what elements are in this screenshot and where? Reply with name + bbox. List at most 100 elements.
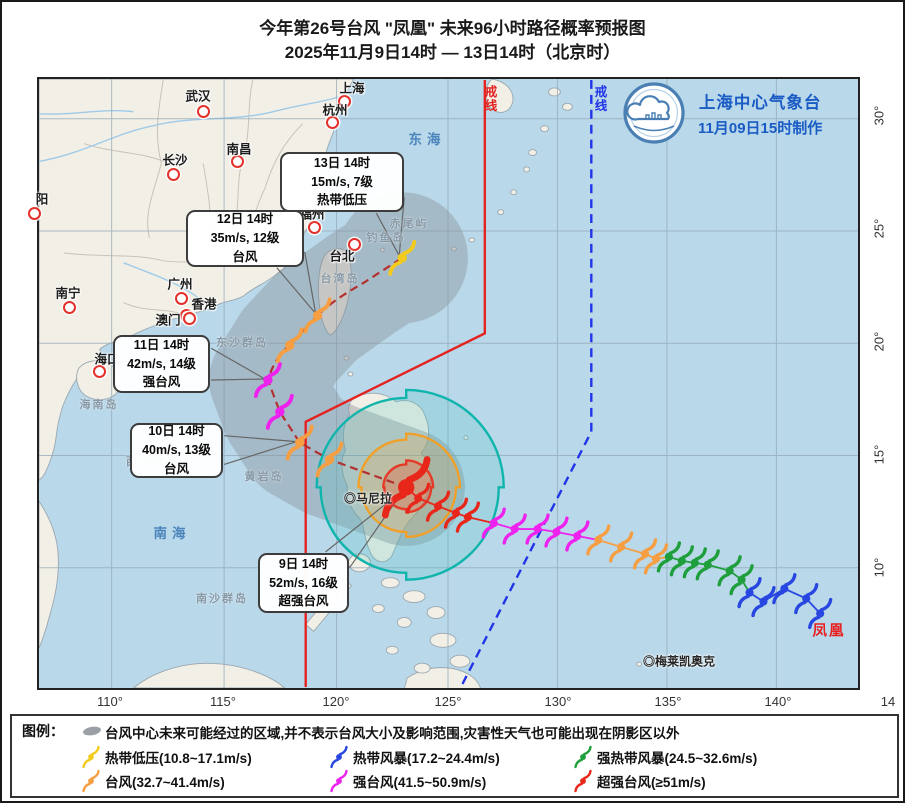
forecast-label-line: 52m/s, 16级 (269, 575, 338, 590)
forecast-label-d12: 12日 14时 35m/s, 12级 台风 (186, 210, 304, 267)
lon-tick-label: 140° (764, 694, 792, 709)
city-marker (231, 155, 244, 168)
legend-typhoon-icon (330, 745, 348, 769)
forecast-label-line: 热带低压 (316, 193, 367, 208)
map-canvas (37, 77, 860, 690)
legend-typhoon-icon (82, 769, 100, 793)
city-marker (93, 365, 106, 378)
forecast-label-line: 9日 14时 (278, 556, 329, 571)
city-marker (175, 292, 188, 305)
legend-item-label: 强热带风暴(24.5~32.6m/s) (597, 751, 758, 766)
capital-label: ◎马尼拉 (343, 491, 393, 506)
typhoon-symbol (794, 582, 819, 615)
legend-item-label: 热带风暴(17.2~24.4m/s) (353, 751, 500, 766)
lon-tick-label: 14 (880, 694, 896, 709)
legend-item-label: 强台风(41.5~50.9m/s) (353, 775, 487, 790)
legend-typhoon-icon (330, 769, 348, 793)
city-marker (348, 238, 361, 251)
city-label: 杭州 (322, 103, 348, 118)
lon-tick-label: 125° (434, 694, 462, 709)
lon-tick-label: 110° (97, 694, 123, 709)
lon-tick-label: 115° (210, 694, 236, 709)
city-label: 澳门 (155, 313, 181, 328)
city-label: 上海 (339, 81, 365, 96)
city-label: 香港 (191, 297, 217, 312)
lat-tick-label: 20° (871, 331, 887, 352)
legend-item: 台风(32.7~41.4m/s) (82, 769, 225, 793)
typhoon-symbol (609, 531, 634, 563)
lon-tick-label: 135° (654, 694, 682, 709)
lat-tick-label: 10° (871, 557, 887, 578)
legend-typhoon-icon (574, 745, 592, 769)
lat-tick-label: 15° (871, 444, 887, 465)
taiwan-island (317, 247, 352, 336)
cone-legend-icon (82, 724, 102, 742)
city-label: 长沙 (162, 153, 188, 168)
legend-typhoon-icon (574, 769, 592, 793)
forecast-label-line: 13日 14时 (313, 155, 371, 170)
island-label: 海南岛 (79, 399, 119, 411)
city-label: 南昌 (226, 142, 252, 157)
forecast-label-line: 40m/s, 13级 (142, 443, 211, 458)
lon-tick-label: 130° (544, 694, 572, 709)
legend-box: 图例： 台风中心未来可能经过的区域,并不表示台风大小及影响范围,灾害性天气也可能… (10, 714, 899, 798)
city-label: 广州 (167, 277, 193, 292)
city-label: 阳 (35, 192, 49, 207)
sea-label: 东海 (408, 132, 446, 147)
legend-item: 强台风(41.5~50.9m/s) (330, 769, 486, 793)
city-marker (28, 207, 41, 220)
typhoon-symbol (586, 524, 611, 556)
agency-logo-icon (622, 81, 686, 145)
city-marker (338, 95, 351, 108)
island-label: 南沙群岛 (196, 593, 248, 605)
typhoon-symbol (772, 573, 797, 605)
forecast-label-d10: 10日 14时 40m/s, 13级 台风 (130, 423, 223, 478)
agency-logo-block: 上海中心气象台 11月09日15时制作 (622, 81, 822, 145)
city-marker (63, 301, 76, 314)
city-marker (183, 312, 196, 325)
typhoon-name-label: 凤凰 (812, 623, 846, 640)
city-marker (308, 221, 321, 234)
island-label: 钓鱼岛 (366, 232, 406, 244)
forecast-label-line: 台风 (163, 461, 189, 476)
sea-label: 南海 (153, 526, 191, 541)
island-label: 台湾岛 (320, 273, 360, 285)
typhoon-symbol (544, 516, 569, 548)
island-label: 黄岩岛 (244, 471, 284, 483)
warning-line-24h-label: 戒线 (484, 85, 498, 113)
city-label: 南宁 (55, 286, 81, 301)
forecast-label-line: 超强台风 (278, 594, 329, 609)
city-marker (326, 116, 339, 129)
typhoon-symbol (751, 585, 776, 618)
warning-line-48h (459, 79, 593, 688)
legend-typhoon-icon (82, 745, 100, 769)
lat-tick-label: 25° (871, 218, 887, 239)
forecast-label-line: 35m/s, 12级 (210, 231, 280, 246)
map-graphics (39, 79, 858, 688)
legend-title: 图例： (22, 723, 64, 739)
legend-item: 超强台风(≥51m/s) (574, 769, 706, 793)
forecast-label-d9: 9日 14时 52m/s, 16级 超强台风 (258, 553, 349, 613)
page-title: 今年第26号台风 "凤凰" 未来96小时路径概率预报图 (259, 19, 646, 38)
city-marker (167, 168, 180, 181)
capital-label: ◎梅莱凯奥克 (642, 654, 716, 669)
issued-time: 11月09日15时制作 (698, 119, 823, 137)
city-label: 武汉 (185, 89, 211, 104)
forecast-label-line: 台风 (232, 249, 258, 264)
city-label: 台北 (329, 249, 355, 264)
borneo (132, 662, 286, 688)
legend-item-label: 超强台风(≥51m/s) (597, 775, 706, 790)
island-label: 赤尾屿 (389, 218, 429, 230)
legend-item: 强热带风暴(24.5~32.6m/s) (574, 745, 757, 769)
vietnam-coast (39, 500, 59, 649)
legend-cone-note: 台风中心未来可能经过的区域,并不表示台风大小及影响范围,灾害性天气也可能出现在阴… (105, 726, 680, 741)
typhoon-symbol (717, 555, 742, 587)
typhoon-symbol (565, 520, 590, 552)
island-label: 东沙群岛 (216, 337, 268, 349)
lon-tick-label: 120° (322, 694, 350, 709)
legend-item: 热带低压(10.8~17.1m/s) (82, 745, 252, 769)
legend-item: 热带风暴(17.2~24.4m/s) (330, 745, 500, 769)
forecast-label-line: 强台风 (142, 375, 181, 390)
rivers (39, 93, 348, 300)
